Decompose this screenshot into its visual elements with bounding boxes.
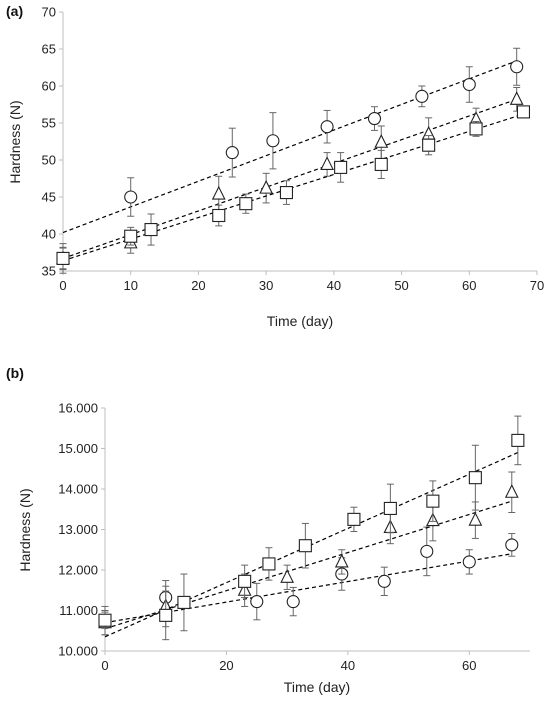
y-tick-label: 14.000 (58, 482, 98, 497)
series-circle (98, 526, 519, 636)
data-point-square (279, 186, 294, 200)
panel-b-chart: (b) 10.000 11.000 12.000 13.000 14.000 15.000 1… (6, 365, 530, 695)
x-tick-label: 0 (59, 278, 66, 293)
x-tick-label: 20 (191, 278, 205, 293)
data-point-circle (250, 595, 264, 609)
data-point-circle (462, 555, 476, 569)
data-point-square (177, 595, 191, 609)
data-point-square (262, 557, 276, 571)
data-point-circle (367, 112, 382, 126)
y-tick-label: 11.000 (59, 603, 98, 618)
data-point-circle (420, 544, 434, 558)
y-tick-label: 70 (42, 5, 56, 20)
panel-label: (a) (6, 3, 23, 19)
data-point-triangle (259, 179, 274, 194)
y-tick-label: 45 (42, 190, 56, 205)
y-tick-label: 65 (42, 42, 56, 57)
data-point-circle (505, 538, 519, 552)
panel-label: (b) (6, 365, 24, 381)
y-tick-label: 12.000 (58, 563, 98, 578)
data-point-triangle (374, 134, 389, 148)
series-square (98, 415, 525, 641)
data-point-circle (377, 574, 391, 588)
data-point-square (144, 223, 158, 237)
data-point-circle (415, 89, 429, 103)
y-axis-title: Hardness (N) (17, 488, 33, 571)
x-tick-label: 60 (462, 658, 476, 673)
y-tick-label: 60 (42, 79, 56, 94)
x-tick-label: 50 (394, 278, 408, 293)
data-point-square (347, 512, 361, 526)
data-point-triangle (334, 553, 349, 568)
data-point-triangle (320, 156, 334, 170)
trendline-circle (104, 553, 512, 624)
y-axis-title: Hardness (N) (7, 100, 23, 183)
data-point-square (124, 229, 138, 243)
data-point-square (516, 105, 531, 119)
x-tick-label: 0 (101, 658, 108, 673)
x-tick-label: 40 (327, 278, 341, 293)
x-tick-label: 30 (259, 278, 273, 293)
x-tick-label: 10 (123, 278, 137, 293)
y-tick-label: 35 (42, 264, 56, 279)
data-point-square (468, 471, 482, 485)
y-tick-label: 40 (42, 227, 56, 242)
series-square (56, 105, 531, 270)
trendline-triangle (62, 98, 517, 259)
y-tick-label: 55 (42, 116, 56, 131)
data-point-square (238, 574, 252, 588)
data-point-square (469, 122, 483, 136)
data-point-square (422, 138, 436, 152)
trendline-triangle (104, 500, 512, 630)
data-point-square (383, 501, 397, 515)
data-point-square (511, 433, 525, 447)
data-point-circle (225, 146, 239, 160)
x-tick-label: 40 (341, 658, 355, 673)
y-tick-label: 15.000 (58, 441, 98, 456)
x-tick-label: 70 (530, 278, 544, 293)
data-point-circle (124, 190, 138, 204)
trendline-circle (62, 60, 517, 234)
data-point-circle (286, 595, 300, 609)
data-point-square (334, 160, 348, 174)
data-point-triangle (280, 569, 295, 583)
data-point-square (56, 251, 70, 265)
data-point-square (212, 208, 226, 223)
x-tick-label: 60 (462, 278, 476, 293)
data-point-triangle (504, 484, 519, 498)
data-point-circle (320, 120, 334, 134)
y-tick-label: 50 (42, 153, 56, 168)
data-point-triangle (211, 185, 226, 200)
y-tick-label: 10.000 (58, 644, 98, 659)
data-point-square (159, 608, 173, 622)
y-tick-label: 16.000 (58, 401, 98, 416)
data-point-square (298, 539, 312, 553)
data-point-triangle (468, 511, 483, 526)
data-point-triangle (509, 91, 524, 105)
x-tick-label: 20 (219, 658, 233, 673)
data-point-circle (462, 77, 476, 92)
data-point-square (239, 197, 253, 211)
trendline-square (62, 113, 524, 262)
data-point-square (374, 157, 388, 171)
x-axis-title: Time (day) (284, 679, 350, 695)
data-point-circle (266, 134, 280, 148)
data-point-circle (510, 60, 524, 74)
data-point-square (426, 494, 440, 508)
panel-a-chart: (a) 35 40 45 50 55 60 65 70 0 10 20 30 40 50 60 70 Time (… (6, 3, 544, 329)
data-point-square (98, 613, 112, 627)
x-axis-title: Time (day) (267, 313, 333, 329)
y-tick-label: 13.000 (58, 522, 98, 537)
